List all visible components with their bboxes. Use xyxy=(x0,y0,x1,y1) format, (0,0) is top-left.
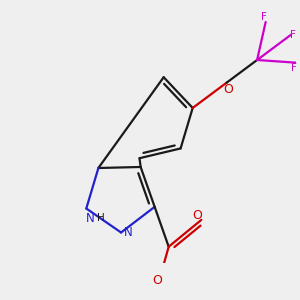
Text: O: O xyxy=(223,83,233,96)
Text: H: H xyxy=(97,213,105,223)
Text: N: N xyxy=(86,212,94,225)
Text: O: O xyxy=(152,274,162,287)
Text: F: F xyxy=(261,12,267,22)
Text: N: N xyxy=(124,226,133,239)
Text: O: O xyxy=(193,209,202,223)
Text: F: F xyxy=(291,63,297,73)
Text: F: F xyxy=(290,30,296,40)
